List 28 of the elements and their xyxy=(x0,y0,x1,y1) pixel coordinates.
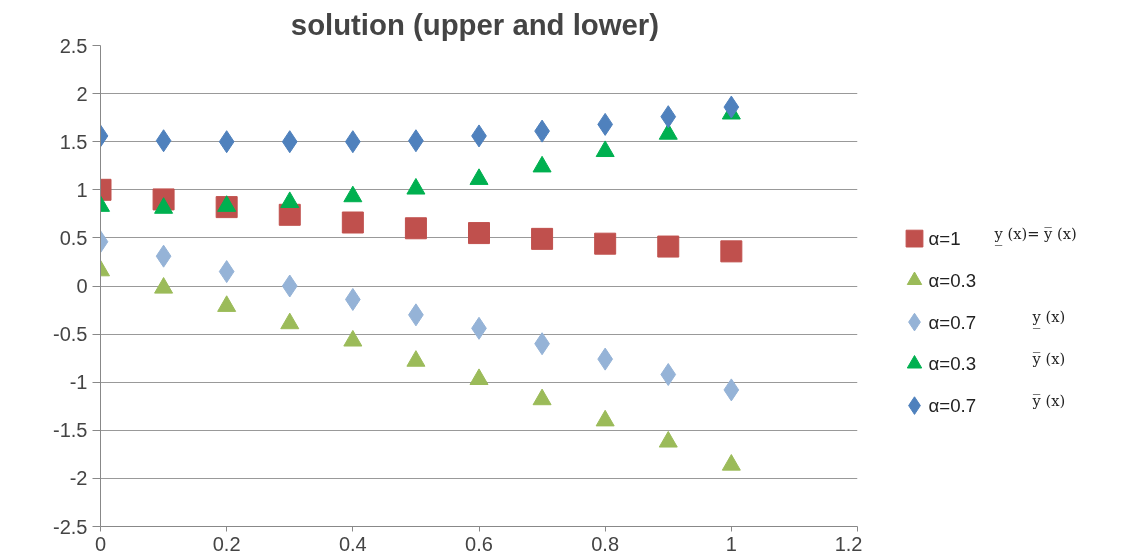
x-tick-label: 0.4 xyxy=(338,532,367,555)
x-tick-label: 0.8 xyxy=(591,532,620,555)
legend-label: α=0.7 xyxy=(928,311,977,333)
y-tick-label: 2.5 xyxy=(59,34,88,57)
y-tick-label: 2 xyxy=(76,82,88,105)
text: y̅ (x) xyxy=(1031,391,1066,409)
text: y̲ (x) xyxy=(1031,308,1066,330)
chart-title: solution (upper and lower) xyxy=(290,7,660,41)
text: y̅ (x) xyxy=(1031,350,1066,368)
legend-label: α=0.3 xyxy=(928,269,977,291)
y-tick-label: -0.5 xyxy=(53,323,88,346)
y-tick-label: 0 xyxy=(76,275,88,297)
legend-label: α=0.7 xyxy=(928,395,977,417)
y-tick-label: 1 xyxy=(76,178,88,201)
x-tick-label: 0.2 xyxy=(212,532,241,555)
x-tick-label: 0 xyxy=(94,532,107,555)
x-tick-label: 1 xyxy=(725,532,737,555)
x-tick-label: 1.2 xyxy=(834,532,863,555)
y-tick-label: -1.5 xyxy=(53,419,88,442)
x-tick-label: 0.6 xyxy=(465,532,493,555)
text: y̲ (x)= y̅ (x) xyxy=(993,224,1077,246)
y-tick-label: -1 xyxy=(69,371,88,394)
legend-label: α=1 xyxy=(928,228,961,250)
y-tick-label: -2 xyxy=(69,467,88,490)
y-tick-label: -2.5 xyxy=(53,515,88,538)
y-tick-label: 0.5 xyxy=(59,226,88,249)
legend-label: α=0.3 xyxy=(928,353,977,375)
y-tick-label: 1.5 xyxy=(59,130,88,153)
